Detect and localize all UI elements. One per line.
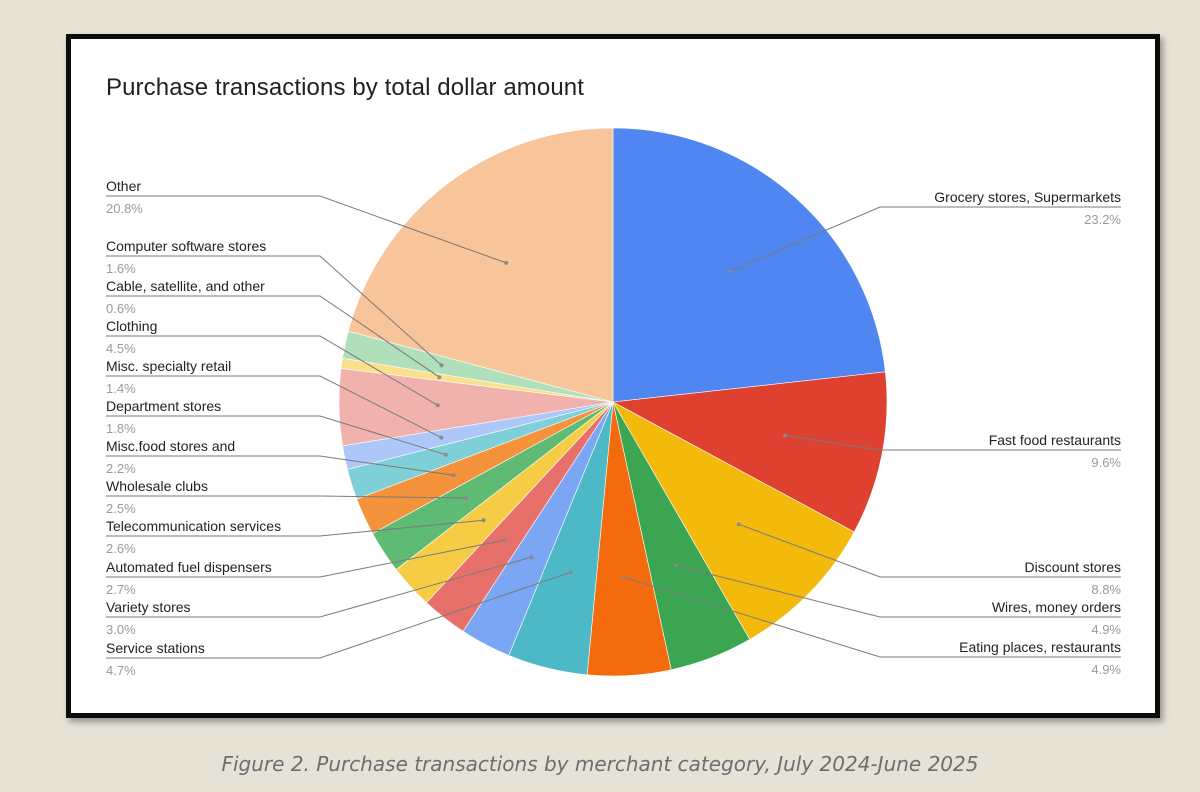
leader-line-fast-food-restaurants [785, 435, 1121, 451]
slice-value-wholesale-clubs: 2.5% [106, 501, 136, 516]
leader-dot-other [504, 260, 509, 265]
leader-dot-variety-stores [529, 555, 534, 560]
slice-label-fast-food-restaurants: Fast food restaurants [989, 432, 1121, 448]
leader-lines [106, 195, 1121, 659]
slice-label-wires-money-orders: Wires, money orders [992, 599, 1121, 615]
slice-value-telecommunication-services: 2.6% [106, 541, 136, 556]
pie-slices [338, 127, 888, 677]
leader-line-discount-stores [738, 523, 1121, 578]
leader-line-other [106, 195, 507, 264]
slice-value-misc-specialty-retail: 1.4% [106, 381, 136, 396]
leader-line-cable-satellite-and-other [106, 295, 440, 378]
slice-labels: Grocery stores, Supermarkets 23.2% Fast fo… [106, 178, 1121, 678]
slice-label-discount-stores: Discount stores [1025, 559, 1121, 575]
leader-dot-clothing [435, 403, 440, 408]
slice-value-fast-food-restaurants: 9.6% [1091, 455, 1121, 470]
slice-label-misc-specialty-retail: Misc. specialty retail [106, 358, 231, 374]
leader-dot-misc-food-stores-and [451, 473, 456, 478]
leader-line-eating-places-restaurants [623, 576, 1121, 658]
leader-line-wires-money-orders [675, 565, 1121, 618]
leader-dot-grocery-stores-supermarkets [728, 269, 732, 274]
slice-label-variety-stores: Variety stores [106, 599, 191, 615]
slice-value-clothing: 4.5% [106, 341, 136, 356]
slice-label-cable-satellite-and-other: Cable, satellite, and other [106, 278, 265, 294]
slice-label-wholesale-clubs: Wholesale clubs [106, 478, 208, 494]
leader-dot-telecommunication-services [481, 518, 486, 523]
slice-value-other: 20.8% [106, 201, 143, 216]
leader-line-misc-food-stores-and [106, 455, 454, 476]
leader-dot-misc-specialty-retail [439, 435, 444, 440]
slice-label-misc-food-stores-and: Misc.food stores and [106, 438, 235, 454]
leader-dot-cable-satellite-and-other [437, 375, 442, 380]
slice-value-department-stores: 1.8% [106, 421, 136, 436]
slice-value-wires-money-orders: 4.9% [1091, 622, 1121, 637]
leader-line-automated-fuel-dispensers [106, 539, 505, 578]
slice-label-other: Other [106, 178, 141, 194]
slice-value-cable-satellite-and-other: 0.6% [106, 301, 136, 316]
slice-label-clothing: Clothing [106, 318, 157, 334]
leader-line-department-stores [106, 415, 446, 456]
slice-label-telecommunication-services: Telecommunication services [106, 518, 281, 534]
slice-value-computer-software-stores: 1.6% [106, 261, 136, 276]
slice-label-grocery-stores-supermarkets: Grocery stores, Supermarkets [934, 189, 1121, 205]
slice-label-automated-fuel-dispensers: Automated fuel dispensers [106, 559, 272, 575]
leader-line-variety-stores [106, 556, 532, 618]
leader-dot-fast-food-restaurants [783, 433, 788, 438]
leader-line-grocery-stores-supermarkets [729, 206, 1121, 272]
leader-dot-eating-places-restaurants [621, 575, 626, 579]
pie-slice-fast-food-restaurants [612, 371, 888, 533]
leader-dot-discount-stores [736, 522, 741, 527]
leader-line-clothing [106, 335, 438, 406]
slice-value-automated-fuel-dispensers: 2.7% [106, 582, 136, 597]
slice-label-computer-software-stores: Computer software stores [106, 238, 266, 254]
chart-title: Purchase transactions by total dollar am… [106, 74, 584, 101]
slice-value-discount-stores: 8.8% [1091, 582, 1121, 597]
leader-line-computer-software-stores [106, 255, 442, 366]
pie-slice-grocery-stores-supermarkets [612, 127, 886, 403]
slice-value-variety-stores: 3.0% [106, 622, 136, 637]
leader-line-telecommunication-services [106, 519, 484, 537]
figure-caption: Figure 2. Purchase transactions by merch… [221, 752, 979, 776]
pie-slice-discount-stores [612, 401, 855, 640]
slice-label-service-stations: Service stations [106, 640, 205, 656]
leader-dot-service-stations [568, 570, 573, 575]
leader-line-wholesale-clubs [106, 495, 467, 499]
pie-slice-other [347, 127, 614, 403]
leader-line-service-stations [106, 571, 572, 659]
slice-value-eating-places-restaurants: 4.9% [1091, 662, 1121, 677]
slice-value-service-stations: 4.7% [106, 663, 136, 678]
leader-line-misc-specialty-retail [106, 375, 442, 439]
slice-label-department-stores: Department stores [106, 398, 221, 414]
leader-dot-wires-money-orders [674, 563, 679, 568]
leader-dot-wholesale-clubs [464, 496, 469, 500]
slice-label-eating-places-restaurants: Eating places, restaurants [959, 639, 1121, 655]
leader-dot-automated-fuel-dispensers [502, 538, 507, 543]
slice-value-misc-food-stores-and: 2.2% [106, 461, 136, 476]
leader-dot-computer-software-stores [439, 363, 444, 368]
slice-value-grocery-stores-supermarkets: 23.2% [1084, 212, 1121, 227]
leader-dot-department-stores [443, 452, 448, 457]
